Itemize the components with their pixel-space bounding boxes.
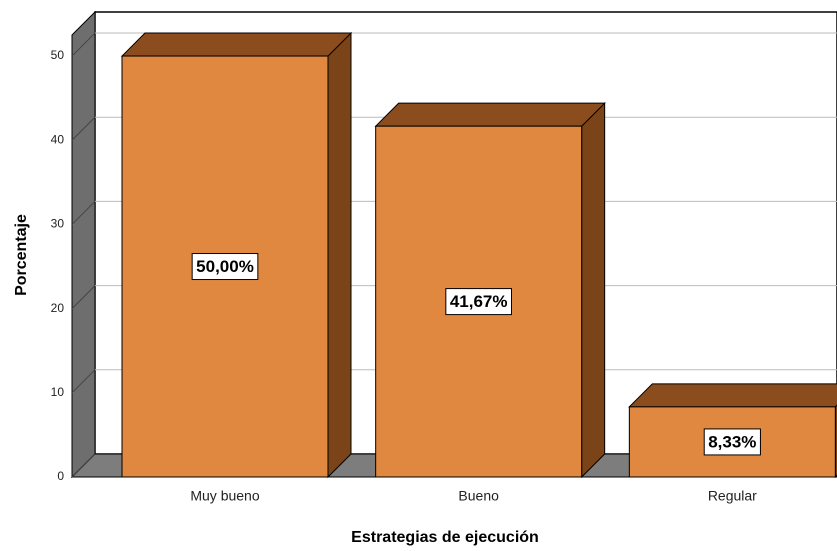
- y-axis-title: Porcentaje: [13, 214, 30, 296]
- y-tick-label: 40: [51, 132, 65, 146]
- grid-line: [71, 32, 96, 57]
- bar-side: [581, 101, 606, 479]
- bar-top: [374, 102, 606, 127]
- y-tick-label: 0: [57, 469, 64, 483]
- data-label: 41,67%: [450, 292, 508, 311]
- x-tick-label: Regular: [708, 488, 757, 504]
- x-axis-title: Estrategias de ejecución: [351, 529, 539, 546]
- x-tick-label: Muy bueno: [190, 488, 259, 504]
- grid-line: [71, 285, 96, 309]
- bar-top: [120, 32, 353, 57]
- grid-line: [71, 369, 96, 394]
- y-tick-label: 50: [51, 48, 65, 62]
- bar-side: [327, 31, 352, 479]
- data-label-box: [445, 288, 513, 316]
- data-label: 50,00%: [196, 257, 254, 276]
- data-label: 8,33%: [708, 432, 756, 451]
- side-wall: [71, 10, 96, 479]
- y-tick-label: 10: [51, 385, 65, 399]
- grid-line: [71, 453, 96, 478]
- grid-line: [71, 116, 96, 141]
- bar-top: [628, 383, 837, 408]
- data-label-box: [191, 253, 259, 281]
- y-tick-label: 20: [51, 301, 65, 315]
- data-label-box: [703, 428, 761, 456]
- grid-line: [71, 201, 96, 225]
- x-tick-label: Bueno: [458, 488, 499, 504]
- y-tick-label: 30: [51, 217, 65, 231]
